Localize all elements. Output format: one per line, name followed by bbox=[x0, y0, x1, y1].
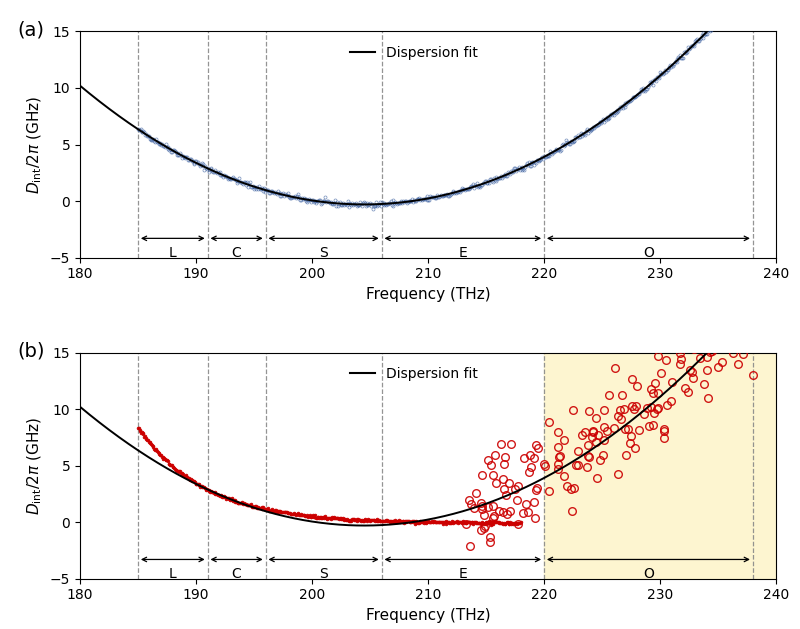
Legend: Dispersion fit: Dispersion fit bbox=[345, 41, 484, 66]
Text: (a): (a) bbox=[18, 20, 44, 39]
Text: C: C bbox=[232, 247, 242, 260]
Text: O: O bbox=[643, 567, 654, 581]
Text: O: O bbox=[643, 247, 654, 260]
Text: (b): (b) bbox=[18, 342, 45, 360]
Text: C: C bbox=[232, 567, 242, 581]
Y-axis label: $D_{\mathrm{int}}/2\pi$ (GHz): $D_{\mathrm{int}}/2\pi$ (GHz) bbox=[26, 416, 44, 515]
Text: S: S bbox=[319, 567, 328, 581]
Text: S: S bbox=[319, 247, 328, 260]
X-axis label: Frequency (THz): Frequency (THz) bbox=[366, 608, 490, 623]
Text: E: E bbox=[458, 247, 467, 260]
X-axis label: Frequency (THz): Frequency (THz) bbox=[366, 287, 490, 302]
Bar bbox=[544, 352, 776, 579]
Y-axis label: $D_{\mathrm{int}}/2\pi$ (GHz): $D_{\mathrm{int}}/2\pi$ (GHz) bbox=[26, 96, 44, 194]
Text: E: E bbox=[458, 567, 467, 581]
Text: L: L bbox=[169, 247, 177, 260]
Text: L: L bbox=[169, 567, 177, 581]
Legend: Dispersion fit: Dispersion fit bbox=[345, 362, 484, 387]
